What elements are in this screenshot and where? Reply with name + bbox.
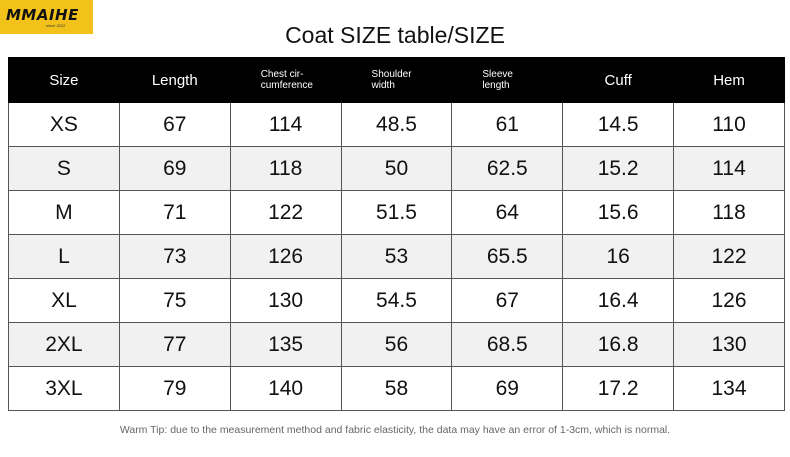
cell-shoulder: 50 [340, 146, 453, 191]
table-row: S 69 118 50 62.5 15.2 114 [8, 146, 785, 191]
cell-sleeve: 65.5 [451, 234, 564, 279]
header-chest-circumference: Chest cir- cumference [229, 57, 342, 103]
cell-hem: 114 [673, 146, 785, 191]
cell-shoulder: 51.5 [340, 190, 453, 235]
cell-chest: 140 [229, 366, 342, 411]
brand-logo: MMAIHE since 2022 [0, 0, 93, 34]
cell-size: 2XL [8, 322, 120, 367]
cell-size: L [8, 234, 120, 279]
cell-length: 67 [118, 102, 231, 147]
cell-sleeve: 67 [451, 278, 564, 323]
brand-logo-tagline: since 2022 [46, 22, 66, 28]
cell-length: 71 [118, 190, 231, 235]
cell-shoulder: 54.5 [340, 278, 453, 323]
cell-hem: 110 [673, 102, 785, 147]
cell-cuff: 14.5 [562, 102, 675, 147]
cell-sleeve: 64 [451, 190, 564, 235]
table-row: 2XL 77 135 56 68.5 16.8 130 [8, 322, 785, 367]
table-row: L 73 126 53 65.5 16 122 [8, 234, 785, 279]
cell-cuff: 15.6 [562, 190, 675, 235]
header-hem: Hem [673, 57, 785, 103]
cell-cuff: 16 [562, 234, 675, 279]
cell-sleeve: 69 [451, 366, 564, 411]
footer-tip: Warm Tip: due to the measurement method … [119, 424, 671, 436]
cell-length: 73 [118, 234, 231, 279]
header-shoulder-width-text: Shoulder width [371, 69, 412, 91]
cell-shoulder: 58 [340, 366, 453, 411]
header-shoulder-width: Shoulder width [340, 57, 453, 103]
cell-cuff: 15.2 [562, 146, 675, 191]
table-row: M 71 122 51.5 64 15.6 118 [8, 190, 785, 235]
cell-hem: 134 [673, 366, 785, 411]
cell-size: M [8, 190, 120, 235]
table-row: 3XL 79 140 58 69 17.2 134 [8, 366, 785, 411]
cell-size: XL [8, 278, 120, 323]
cell-hem: 118 [673, 190, 785, 235]
cell-length: 79 [118, 366, 231, 411]
cell-shoulder: 48.5 [340, 102, 453, 147]
cell-chest: 122 [229, 190, 342, 235]
cell-chest: 114 [229, 102, 342, 147]
cell-size: XS [8, 102, 120, 147]
cell-sleeve: 62.5 [451, 146, 564, 191]
cell-sleeve: 68.5 [451, 322, 564, 367]
header-sleeve-length: Sleeve length [451, 57, 564, 103]
cell-chest: 118 [229, 146, 342, 191]
cell-length: 69 [118, 146, 231, 191]
brand-logo-text: MMAIHE [6, 5, 79, 24]
cell-hem: 130 [673, 322, 785, 367]
cell-chest: 126 [229, 234, 342, 279]
cell-cuff: 16.4 [562, 278, 675, 323]
header-length: Length [118, 57, 231, 103]
cell-hem: 122 [673, 234, 785, 279]
header-cuff: Cuff [562, 57, 675, 103]
cell-chest: 130 [229, 278, 342, 323]
cell-length: 77 [118, 322, 231, 367]
header-sleeve-length-text: Sleeve length [482, 69, 513, 91]
cell-length: 75 [118, 278, 231, 323]
cell-size: 3XL [8, 366, 120, 411]
cell-hem: 126 [673, 278, 785, 323]
cell-size: S [8, 146, 120, 191]
cell-cuff: 17.2 [562, 366, 675, 411]
page-title: Coat SIZE table/SIZE [285, 22, 505, 48]
header-chest-circumference-text: Chest cir- cumference [260, 69, 313, 91]
table-row: XL 75 130 54.5 67 16.4 126 [8, 278, 785, 323]
header-size: Size [8, 57, 120, 103]
cell-sleeve: 61 [451, 102, 564, 147]
cell-shoulder: 53 [340, 234, 453, 279]
table-row: XS 67 114 48.5 61 14.5 110 [8, 102, 785, 147]
size-table: Size Length Chest cir- cumference Should… [8, 57, 785, 411]
cell-shoulder: 56 [340, 322, 453, 367]
cell-chest: 135 [229, 322, 342, 367]
table-header-row: Size Length Chest cir- cumference Should… [8, 57, 785, 103]
cell-cuff: 16.8 [562, 322, 675, 367]
table-body: XS 67 114 48.5 61 14.5 110 S 69 118 50 62.5 15.2 114 M… [8, 102, 785, 411]
